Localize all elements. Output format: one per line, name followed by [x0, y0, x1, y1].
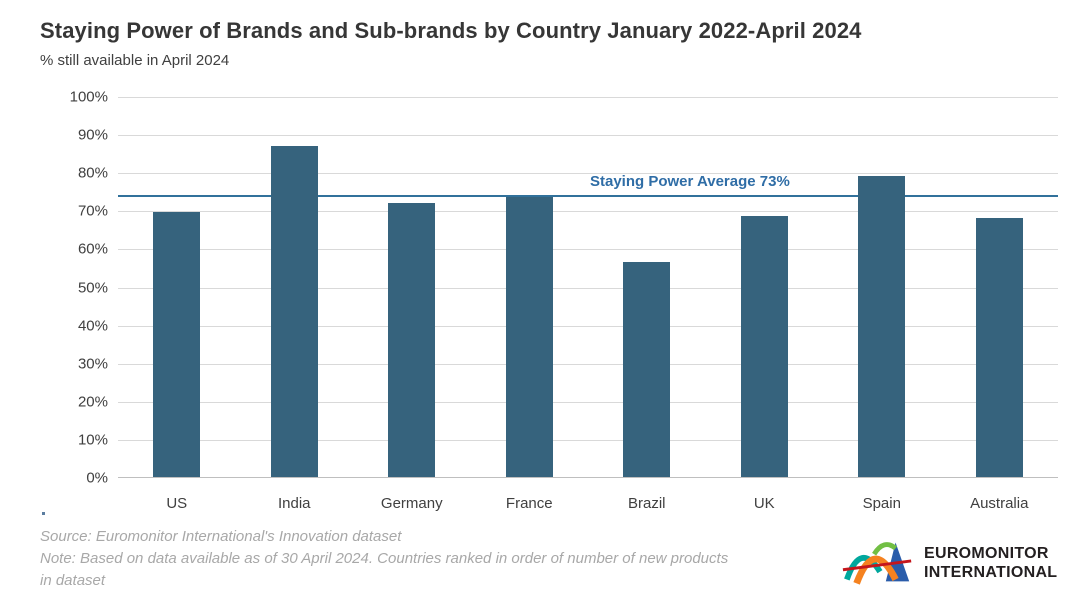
source-text: Source: Euromonitor International's Inno… — [40, 528, 402, 545]
gridline — [118, 211, 1058, 213]
x-tick-label-brazil: Brazil — [627, 495, 666, 512]
bar-brazil — [623, 261, 671, 477]
y-tick-label: 100% — [69, 88, 108, 106]
y-tick-label: 20% — [77, 393, 108, 411]
logo-line2: INTERNATIONAL — [924, 563, 1058, 581]
footnote-block: Source: Euromonitor International's Inno… — [40, 526, 830, 592]
y-tick-label: 30% — [77, 355, 108, 373]
gridline — [118, 97, 1058, 98]
x-tick-label-france: France — [505, 495, 553, 512]
bar-australia — [975, 217, 1023, 477]
logo-line1: EUROMONITOR — [924, 544, 1049, 562]
stray-mark — [42, 512, 45, 515]
x-tick-label-germany: Germany — [380, 495, 443, 512]
average-line — [118, 194, 1058, 197]
bar-germany — [388, 202, 436, 477]
gridline — [118, 287, 1058, 289]
chart-title: Staying Power of Brands and Sub-brands b… — [40, 18, 862, 43]
euromonitor-arcs-icon — [841, 534, 917, 591]
gridline — [118, 135, 1058, 137]
x-tick-label-australia: Australia — [970, 495, 1029, 512]
note-text-line2: in dataset — [40, 572, 106, 589]
y-tick-label: 60% — [77, 240, 108, 258]
gridline — [118, 439, 1058, 441]
gridline — [118, 249, 1058, 251]
gridline — [118, 363, 1058, 365]
note-text-line1: Note: Based on data available as of 30 A… — [40, 550, 729, 567]
y-tick-label: 40% — [77, 317, 108, 335]
y-tick-label: 80% — [77, 164, 108, 182]
gridline — [118, 401, 1058, 403]
gridline — [118, 173, 1058, 175]
y-tick-label: 70% — [77, 202, 108, 220]
bar-us — [153, 212, 201, 477]
x-tick-label-spain: Spain — [862, 495, 901, 512]
bar-france — [505, 196, 553, 477]
bar-spain — [858, 176, 906, 477]
x-tick-label-india: India — [277, 495, 311, 512]
x-tick-label-us: US — [166, 495, 188, 512]
chart-subtitle: % still available in April 2024 — [40, 52, 230, 69]
euromonitor-logo-text: EUROMONITOR INTERNATIONAL — [924, 544, 1057, 582]
y-tick-label: 50% — [77, 279, 108, 296]
bar-india — [270, 145, 318, 477]
y-tick-label: 0% — [86, 469, 108, 487]
euromonitor-logo: EUROMONITOR INTERNATIONAL — [841, 534, 1057, 591]
y-tick-label: 10% — [77, 431, 108, 449]
bar-uk — [740, 216, 788, 477]
gridline — [118, 325, 1058, 327]
plot-area: Staying Power Average 73% 0% 10% 20% 30% 40%… — [70, 89, 1058, 512]
y-tick-label: 90% — [77, 126, 108, 144]
average-line-label: Staying Power Average 73% — [590, 173, 790, 190]
x-tick-label-uk: UK — [753, 495, 775, 512]
